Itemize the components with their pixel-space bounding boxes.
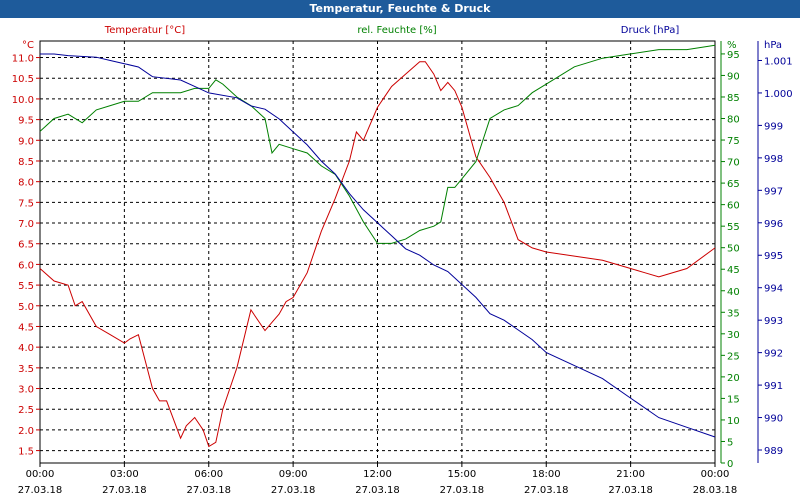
x-tick-time-label: 12:00 [363, 469, 392, 480]
series-line [39, 61, 716, 448]
temp-tick-label: 10.5 [12, 74, 34, 85]
x-tick-time-label: 18:00 [532, 469, 561, 480]
humidity-tick-label: 90 [727, 71, 740, 82]
temp-tick-label: 4.0 [18, 343, 34, 354]
x-tick-date-label: 27.03.18 [18, 485, 63, 496]
humidity-tick-label: 30 [727, 330, 740, 341]
temp-tick-label: 5.0 [18, 302, 34, 313]
x-tick-date-label: 27.03.18 [440, 485, 485, 496]
pressure-tick-label: 998 [764, 154, 783, 165]
series-layer [39, 44, 716, 448]
temp-tick-label: 6.5 [18, 240, 34, 251]
pressure-tick-label: 996 [764, 219, 783, 230]
humidity-tick-label: 40 [727, 287, 740, 298]
x-tick-time-label: 21:00 [616, 469, 645, 480]
temp-tick-label: 5.5 [18, 281, 34, 292]
pressure-tick-label: 1.000 [764, 89, 793, 100]
temp-tick-label: 6.0 [18, 260, 34, 271]
pressure-tick-label: 997 [764, 186, 783, 197]
temp-tick-label: 9.0 [18, 136, 34, 147]
humidity-tick-label: 10 [727, 416, 740, 427]
pressure-tick-label: 1.001 [764, 56, 793, 67]
humidity-tick-label: 15 [727, 394, 740, 405]
temp-tick-label: 11.0 [12, 54, 34, 65]
x-tick-date-label: 28.03.18 [693, 485, 738, 496]
x-tick-date-label: 27.03.18 [524, 485, 569, 496]
temp-tick-label: 3.5 [18, 364, 34, 375]
legend-series-name: Temperatur [°C] [104, 25, 185, 36]
humidity-tick-label: 85 [727, 93, 740, 104]
series-line [40, 53, 716, 438]
temp-tick-label: 2.0 [18, 426, 34, 437]
humidity-tick-label: 70 [727, 158, 740, 169]
humidity-tick-label: 45 [727, 265, 740, 276]
humidity-tick-label: 50 [727, 244, 740, 255]
temp-tick-label: 2.5 [18, 405, 34, 416]
pressure-tick-label: 990 [764, 414, 783, 425]
pressure-tick-label: 999 [764, 121, 783, 132]
window-title: Temperatur, Feuchte & Druck [0, 0, 800, 18]
temp-tick-label: 1.5 [18, 447, 34, 458]
x-tick-date-label: 27.03.18 [271, 485, 316, 496]
temp-tick-label: 8.5 [18, 157, 34, 168]
pressure-unit-label: hPa [764, 40, 782, 51]
temp-tick-label: 9.5 [18, 116, 34, 127]
pressure-tick-label: 989 [764, 446, 783, 457]
x-tick-time-label: 09:00 [279, 469, 308, 480]
x-tick-time-label: 15:00 [447, 469, 476, 480]
axes-layer: 00:00 27.03.18 03:00 27.03.18 06:00 27.03.18 0… [12, 25, 793, 496]
x-tick-date-label: 27.03.18 [355, 485, 400, 496]
temp-tick-label: 3.0 [18, 385, 34, 396]
x-tick-time-label: 00:00 [26, 469, 55, 480]
temp-tick-label: 7.0 [18, 219, 34, 230]
humidity-tick-label: 80 [727, 115, 740, 126]
x-tick-time-label: 00:00 [701, 469, 730, 480]
pressure-tick-label: 994 [764, 284, 783, 295]
legend-series-name: rel. Feuchte [%] [357, 25, 436, 36]
humidity-unit-label: % [727, 40, 737, 51]
pressure-tick-label: 995 [764, 251, 783, 262]
pressure-tick-label: 993 [764, 316, 783, 327]
legend-series-name: Druck [hPa] [621, 25, 680, 36]
x-tick-date-label: 27.03.18 [186, 485, 231, 496]
pressure-tick-label: 992 [764, 349, 783, 360]
x-tick-time-label: 06:00 [194, 469, 223, 480]
humidity-tick-label: 95 [727, 50, 740, 61]
temp-tick-label: 4.5 [18, 322, 34, 333]
temp-tick-label: 10.0 [12, 95, 34, 106]
humidity-tick-label: 25 [727, 351, 740, 362]
pressure-tick-label: 991 [764, 381, 783, 392]
x-tick-time-label: 03:00 [110, 469, 139, 480]
humidity-tick-label: 60 [727, 201, 740, 212]
temp-unit-label: °C [22, 40, 34, 51]
temp-tick-label: 8.0 [18, 178, 34, 189]
x-tick-date-label: 27.03.18 [608, 485, 653, 496]
humidity-tick-label: 0 [727, 459, 733, 470]
humidity-tick-label: 5 [727, 437, 733, 448]
humidity-tick-label: 75 [727, 136, 740, 147]
humidity-tick-label: 20 [727, 373, 740, 384]
humidity-tick-label: 35 [727, 308, 740, 319]
humidity-tick-label: 55 [727, 222, 740, 233]
x-tick-date-label: 27.03.18 [102, 485, 147, 496]
humidity-tick-label: 65 [727, 179, 740, 190]
temp-tick-label: 7.5 [18, 198, 34, 209]
